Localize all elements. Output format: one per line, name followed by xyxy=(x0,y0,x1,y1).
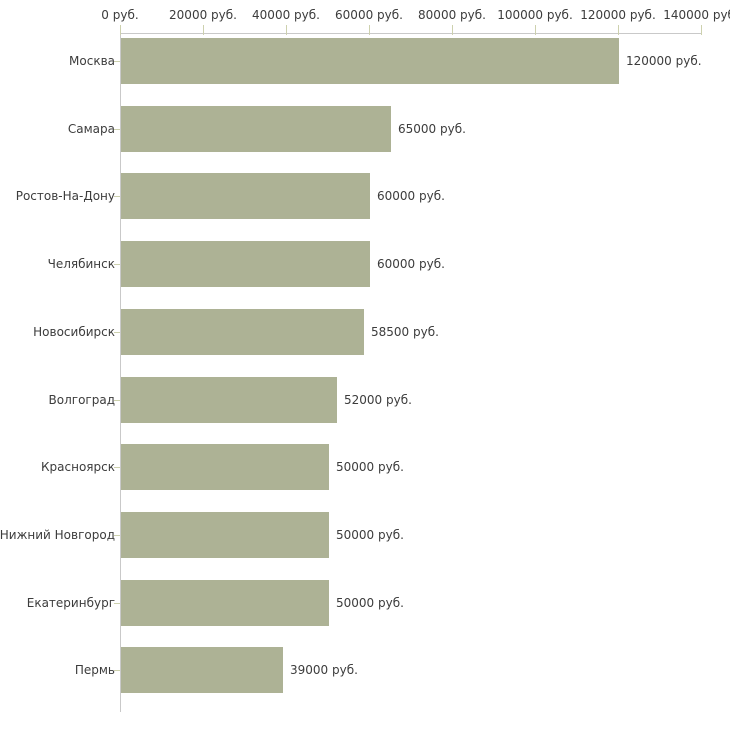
x-axis-tick-label: 100000 руб. xyxy=(497,8,573,22)
category-tick-mark xyxy=(114,61,120,62)
value-label: 52000 руб. xyxy=(344,392,412,407)
x-axis-tick-label: 140000 руб. xyxy=(663,8,730,22)
value-label: 65000 руб. xyxy=(398,121,466,136)
bar xyxy=(121,444,329,491)
category-tick-mark xyxy=(114,264,120,265)
bar xyxy=(121,241,370,288)
x-axis-tick-label: 60000 руб. xyxy=(335,8,403,22)
value-label: 120000 руб. xyxy=(626,54,702,68)
category-tick-mark xyxy=(114,332,120,333)
category-label: Челябинск xyxy=(47,257,115,272)
x-axis-tick-mark xyxy=(120,25,121,35)
x-axis-tick-label: 80000 руб. xyxy=(418,8,486,22)
bar xyxy=(121,173,370,220)
x-axis-tick-mark xyxy=(535,25,536,35)
x-axis-tick-mark xyxy=(369,25,370,35)
x-axis-tick-label: 0 руб. xyxy=(101,8,139,22)
category-tick-mark xyxy=(114,467,120,468)
bar xyxy=(121,38,619,84)
x-axis-line xyxy=(120,33,701,34)
category-tick-mark xyxy=(114,535,120,536)
category-tick-mark xyxy=(114,400,120,401)
x-axis-tick-mark xyxy=(286,25,287,35)
category-label: Волгоград xyxy=(48,392,115,407)
value-label: 60000 руб. xyxy=(377,189,445,204)
category-label: Нижний Новгород xyxy=(0,527,115,542)
category-label: Екатеринбург xyxy=(26,595,115,610)
category-tick-mark xyxy=(114,129,120,130)
x-axis-tick-mark xyxy=(701,25,702,35)
value-label: 39000 руб. xyxy=(290,663,358,678)
category-tick-mark xyxy=(114,196,120,197)
bar xyxy=(121,308,364,355)
value-label: 50000 руб. xyxy=(336,595,404,610)
category-label: Пермь xyxy=(74,663,115,678)
category-tick-mark xyxy=(114,670,120,671)
bar xyxy=(121,105,391,152)
bar xyxy=(121,647,283,694)
x-axis-tick-label: 120000 руб. xyxy=(580,8,656,22)
category-label: Новосибирск xyxy=(33,324,115,339)
bar xyxy=(121,579,329,626)
x-axis-tick-label: 20000 руб. xyxy=(169,8,237,22)
value-label: 60000 руб. xyxy=(377,257,445,272)
x-axis-tick-mark xyxy=(618,25,619,35)
category-label: Красноярск xyxy=(41,460,115,475)
y-axis-line xyxy=(120,33,121,712)
x-axis-tick-label: 40000 руб. xyxy=(252,8,320,22)
bar xyxy=(121,511,329,558)
value-label: 50000 руб. xyxy=(336,527,404,542)
x-axis-tick-mark xyxy=(203,25,204,35)
value-label: 58500 руб. xyxy=(371,324,439,339)
category-label: Ростов-На-Дону xyxy=(15,189,115,204)
bar xyxy=(121,376,337,423)
category-label: Москва xyxy=(69,54,115,68)
category-tick-mark xyxy=(114,603,120,604)
category-label: Самара xyxy=(67,121,115,136)
value-label: 50000 руб. xyxy=(336,460,404,475)
x-axis-tick-mark xyxy=(452,25,453,35)
